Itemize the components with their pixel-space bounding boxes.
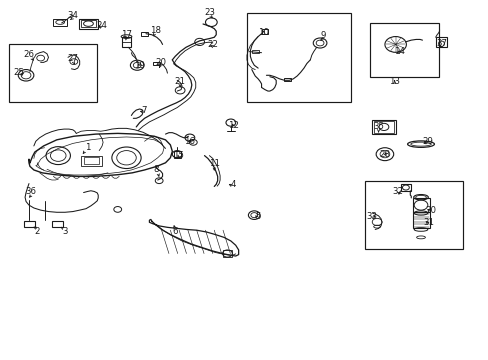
Text: 11: 11 xyxy=(208,159,219,168)
Text: 1: 1 xyxy=(84,143,90,152)
Bar xyxy=(24,221,35,227)
Text: 37: 37 xyxy=(436,39,447,48)
Text: 18: 18 xyxy=(150,26,161,35)
Bar xyxy=(52,221,62,227)
Text: 4: 4 xyxy=(230,180,236,189)
Text: 8: 8 xyxy=(153,166,158,175)
Bar xyxy=(9,44,97,102)
Bar xyxy=(251,50,259,53)
Text: 29: 29 xyxy=(421,137,432,146)
Text: 10: 10 xyxy=(257,28,268,37)
Text: 35: 35 xyxy=(372,122,383,131)
Text: 36: 36 xyxy=(25,187,36,196)
Bar xyxy=(283,78,291,81)
Text: 22: 22 xyxy=(207,40,218,49)
Text: 33: 33 xyxy=(366,212,377,221)
Text: 16: 16 xyxy=(184,137,195,146)
Text: 2: 2 xyxy=(35,228,40,237)
Text: 26: 26 xyxy=(23,50,35,59)
Text: 23: 23 xyxy=(203,8,214,17)
Bar xyxy=(53,19,67,26)
Bar xyxy=(222,250,232,257)
Text: 9: 9 xyxy=(320,31,325,40)
Text: 32: 32 xyxy=(392,187,403,196)
Bar xyxy=(369,23,438,77)
Bar xyxy=(400,184,410,191)
Text: 28: 28 xyxy=(379,150,389,159)
Text: 34: 34 xyxy=(67,11,78,20)
Bar xyxy=(365,181,462,249)
Text: 5: 5 xyxy=(255,212,261,221)
Bar xyxy=(246,13,350,102)
Text: 13: 13 xyxy=(388,77,399,86)
Text: 12: 12 xyxy=(228,121,239,130)
Text: 25: 25 xyxy=(14,68,25,77)
Text: 30: 30 xyxy=(425,206,435,215)
Bar xyxy=(79,19,98,29)
Bar xyxy=(261,30,268,34)
Text: 31: 31 xyxy=(423,218,433,227)
Text: 6: 6 xyxy=(172,228,178,237)
Text: 20: 20 xyxy=(155,58,166,67)
Text: 17: 17 xyxy=(121,30,132,39)
Text: 7: 7 xyxy=(142,105,147,114)
Bar xyxy=(153,62,159,65)
Bar xyxy=(412,198,429,212)
Bar xyxy=(83,157,99,164)
Bar xyxy=(81,156,102,166)
Bar xyxy=(371,120,395,134)
Bar xyxy=(81,20,96,27)
Text: 14: 14 xyxy=(393,47,404,56)
Text: 15: 15 xyxy=(173,151,184,160)
Text: 21: 21 xyxy=(174,77,185,86)
Text: 27: 27 xyxy=(67,54,78,63)
Bar xyxy=(122,37,131,47)
Text: 19: 19 xyxy=(134,61,145,70)
Bar xyxy=(435,37,447,47)
Text: 3: 3 xyxy=(62,228,68,237)
Bar xyxy=(141,32,148,36)
Bar xyxy=(373,121,393,133)
Text: 24: 24 xyxy=(97,21,107,30)
Bar xyxy=(412,212,429,228)
Bar xyxy=(173,150,181,158)
